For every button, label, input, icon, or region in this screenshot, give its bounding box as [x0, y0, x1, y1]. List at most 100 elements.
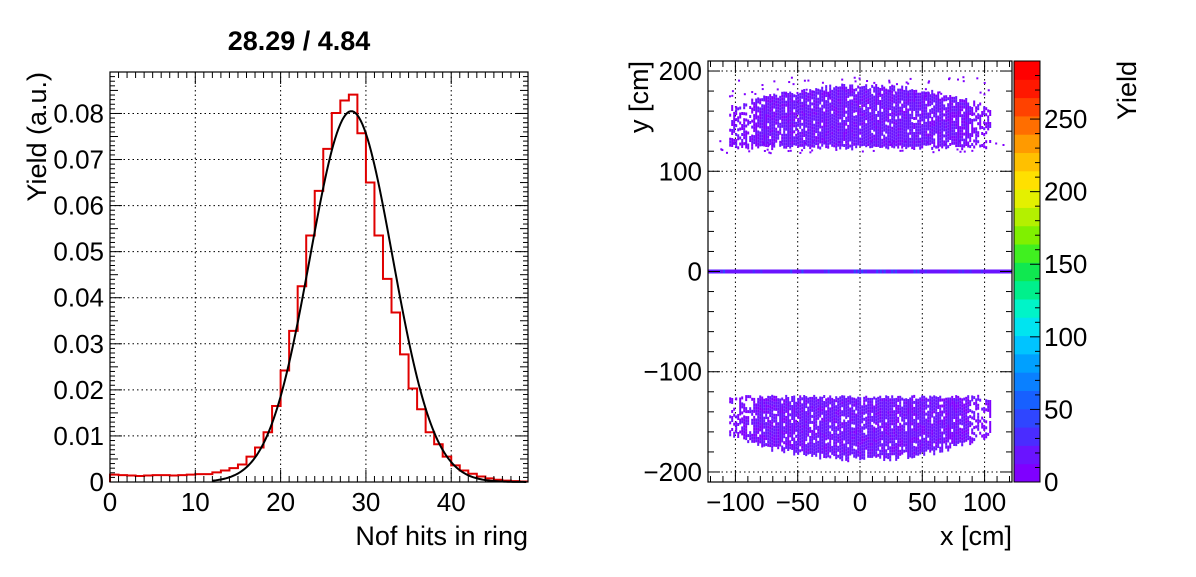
heatmap-cell	[815, 136, 818, 140]
heatmap-cell	[909, 119, 912, 123]
heatmap-cell	[833, 126, 836, 130]
heatmap-cell	[751, 137, 754, 141]
heatmap-cell	[947, 436, 950, 440]
heatmap-cell	[803, 440, 806, 443]
heatmap-cell	[795, 446, 798, 450]
color-scale-step	[1014, 97, 1040, 117]
heatmap-cell	[795, 112, 798, 116]
heatmap-cell	[771, 427, 774, 431]
heatmap-cell	[883, 422, 886, 425]
heatmap-cell	[931, 146, 934, 150]
heatmap-cell	[827, 436, 830, 440]
heatmap-cell	[738, 79, 741, 82]
heatmap-cell	[889, 416, 892, 420]
heatmap-cell	[819, 146, 822, 150]
heatmap-cell	[859, 140, 862, 144]
heatmap-cell	[913, 394, 916, 398]
heatmap-cell	[819, 140, 822, 144]
heatmap-cell	[877, 92, 880, 96]
heatmap-cell	[979, 431, 982, 435]
heatmap-cell	[803, 92, 806, 95]
heatmap-cell	[919, 424, 922, 428]
heatmap-cell	[943, 119, 946, 123]
heatmap-cell	[899, 449, 902, 453]
heatmap-cell	[769, 127, 772, 131]
heatmap-cell	[881, 96, 884, 100]
heatmap-cell	[811, 93, 814, 97]
heatmap-cell	[805, 97, 808, 101]
heatmap-cell	[931, 396, 934, 400]
heatmap-cell	[921, 97, 924, 101]
heatmap-cell	[843, 431, 846, 435]
heatmap-cell	[775, 136, 778, 140]
heatmap-cell	[985, 399, 988, 403]
heatmap-cell	[871, 430, 874, 434]
heatmap-cell	[885, 145, 888, 149]
heatmap-cell	[977, 406, 980, 410]
heatmap-cell	[899, 112, 902, 116]
heatmap-cell	[741, 133, 744, 136]
heatmap-cell	[875, 105, 878, 108]
heatmap-cell	[785, 139, 788, 143]
heatmap-cell	[891, 407, 894, 411]
heatmap-cell	[969, 421, 972, 425]
heatmap-cell	[729, 140, 732, 144]
heatmap-cell	[835, 112, 838, 116]
heatmap-cell	[891, 87, 894, 91]
heatmap-cell	[955, 428, 958, 432]
heatmap-cell	[869, 433, 872, 437]
heatmap-cell	[873, 447, 876, 451]
heatmap-cell	[879, 112, 882, 115]
heatmap-cell	[903, 422, 906, 426]
heatmap-cell	[893, 136, 896, 140]
heatmap-cell	[917, 446, 920, 450]
heatmap-cell	[871, 418, 874, 422]
heatmap-cell	[849, 395, 852, 399]
heatmap-cell	[797, 138, 800, 142]
heatmap-cell	[743, 118, 746, 122]
heatmap-cell	[925, 112, 928, 116]
heatmap-cell	[835, 438, 838, 442]
heatmap-cell	[967, 395, 970, 399]
heatmap-cell	[973, 396, 976, 400]
heatmap-cell	[803, 131, 806, 134]
heatmap-cell	[759, 434, 762, 438]
heatmap-cell	[789, 440, 792, 444]
heatmap-cell	[745, 133, 748, 137]
heatmap-cell	[821, 107, 824, 111]
heatmap-cell	[875, 138, 878, 141]
heatmap-cell	[953, 105, 956, 109]
heatmap-cell	[805, 124, 808, 128]
heatmap-cell	[881, 416, 884, 420]
heatmap-cell	[807, 415, 810, 419]
heatmap-cell	[827, 100, 830, 104]
heatmap-cell	[755, 430, 758, 434]
heatmap-cell	[849, 84, 852, 88]
heatmap-cell	[741, 145, 744, 148]
heatmap-cell	[863, 396, 866, 400]
heatmap-cell	[793, 419, 796, 423]
heatmap-cell	[903, 104, 906, 108]
heatmap-cell	[915, 98, 918, 102]
heatmap-cell	[803, 443, 806, 446]
heatmap-cell	[875, 90, 878, 93]
heatmap-cell	[833, 90, 836, 94]
heatmap-cell	[821, 113, 824, 117]
heatmap-cell	[859, 137, 862, 141]
heatmap-cell	[855, 136, 858, 140]
heatmap-cell	[849, 126, 852, 130]
heatmap-cell	[899, 440, 902, 444]
heatmap-cell	[845, 116, 848, 120]
heatmap-cell	[939, 440, 942, 444]
heatmap-cell	[819, 456, 822, 460]
heatmap-cell	[733, 413, 736, 417]
heatmap-cell	[873, 411, 876, 415]
heatmap-cell	[861, 414, 864, 418]
heatmap-cell	[947, 136, 950, 140]
heatmap-cell	[863, 450, 866, 454]
heatmap-cell	[769, 97, 772, 101]
heatmap-cell	[925, 106, 928, 110]
heatmap-cell	[981, 111, 984, 114]
heatmap-cell	[827, 269, 830, 274]
heatmap-cell	[733, 138, 736, 142]
